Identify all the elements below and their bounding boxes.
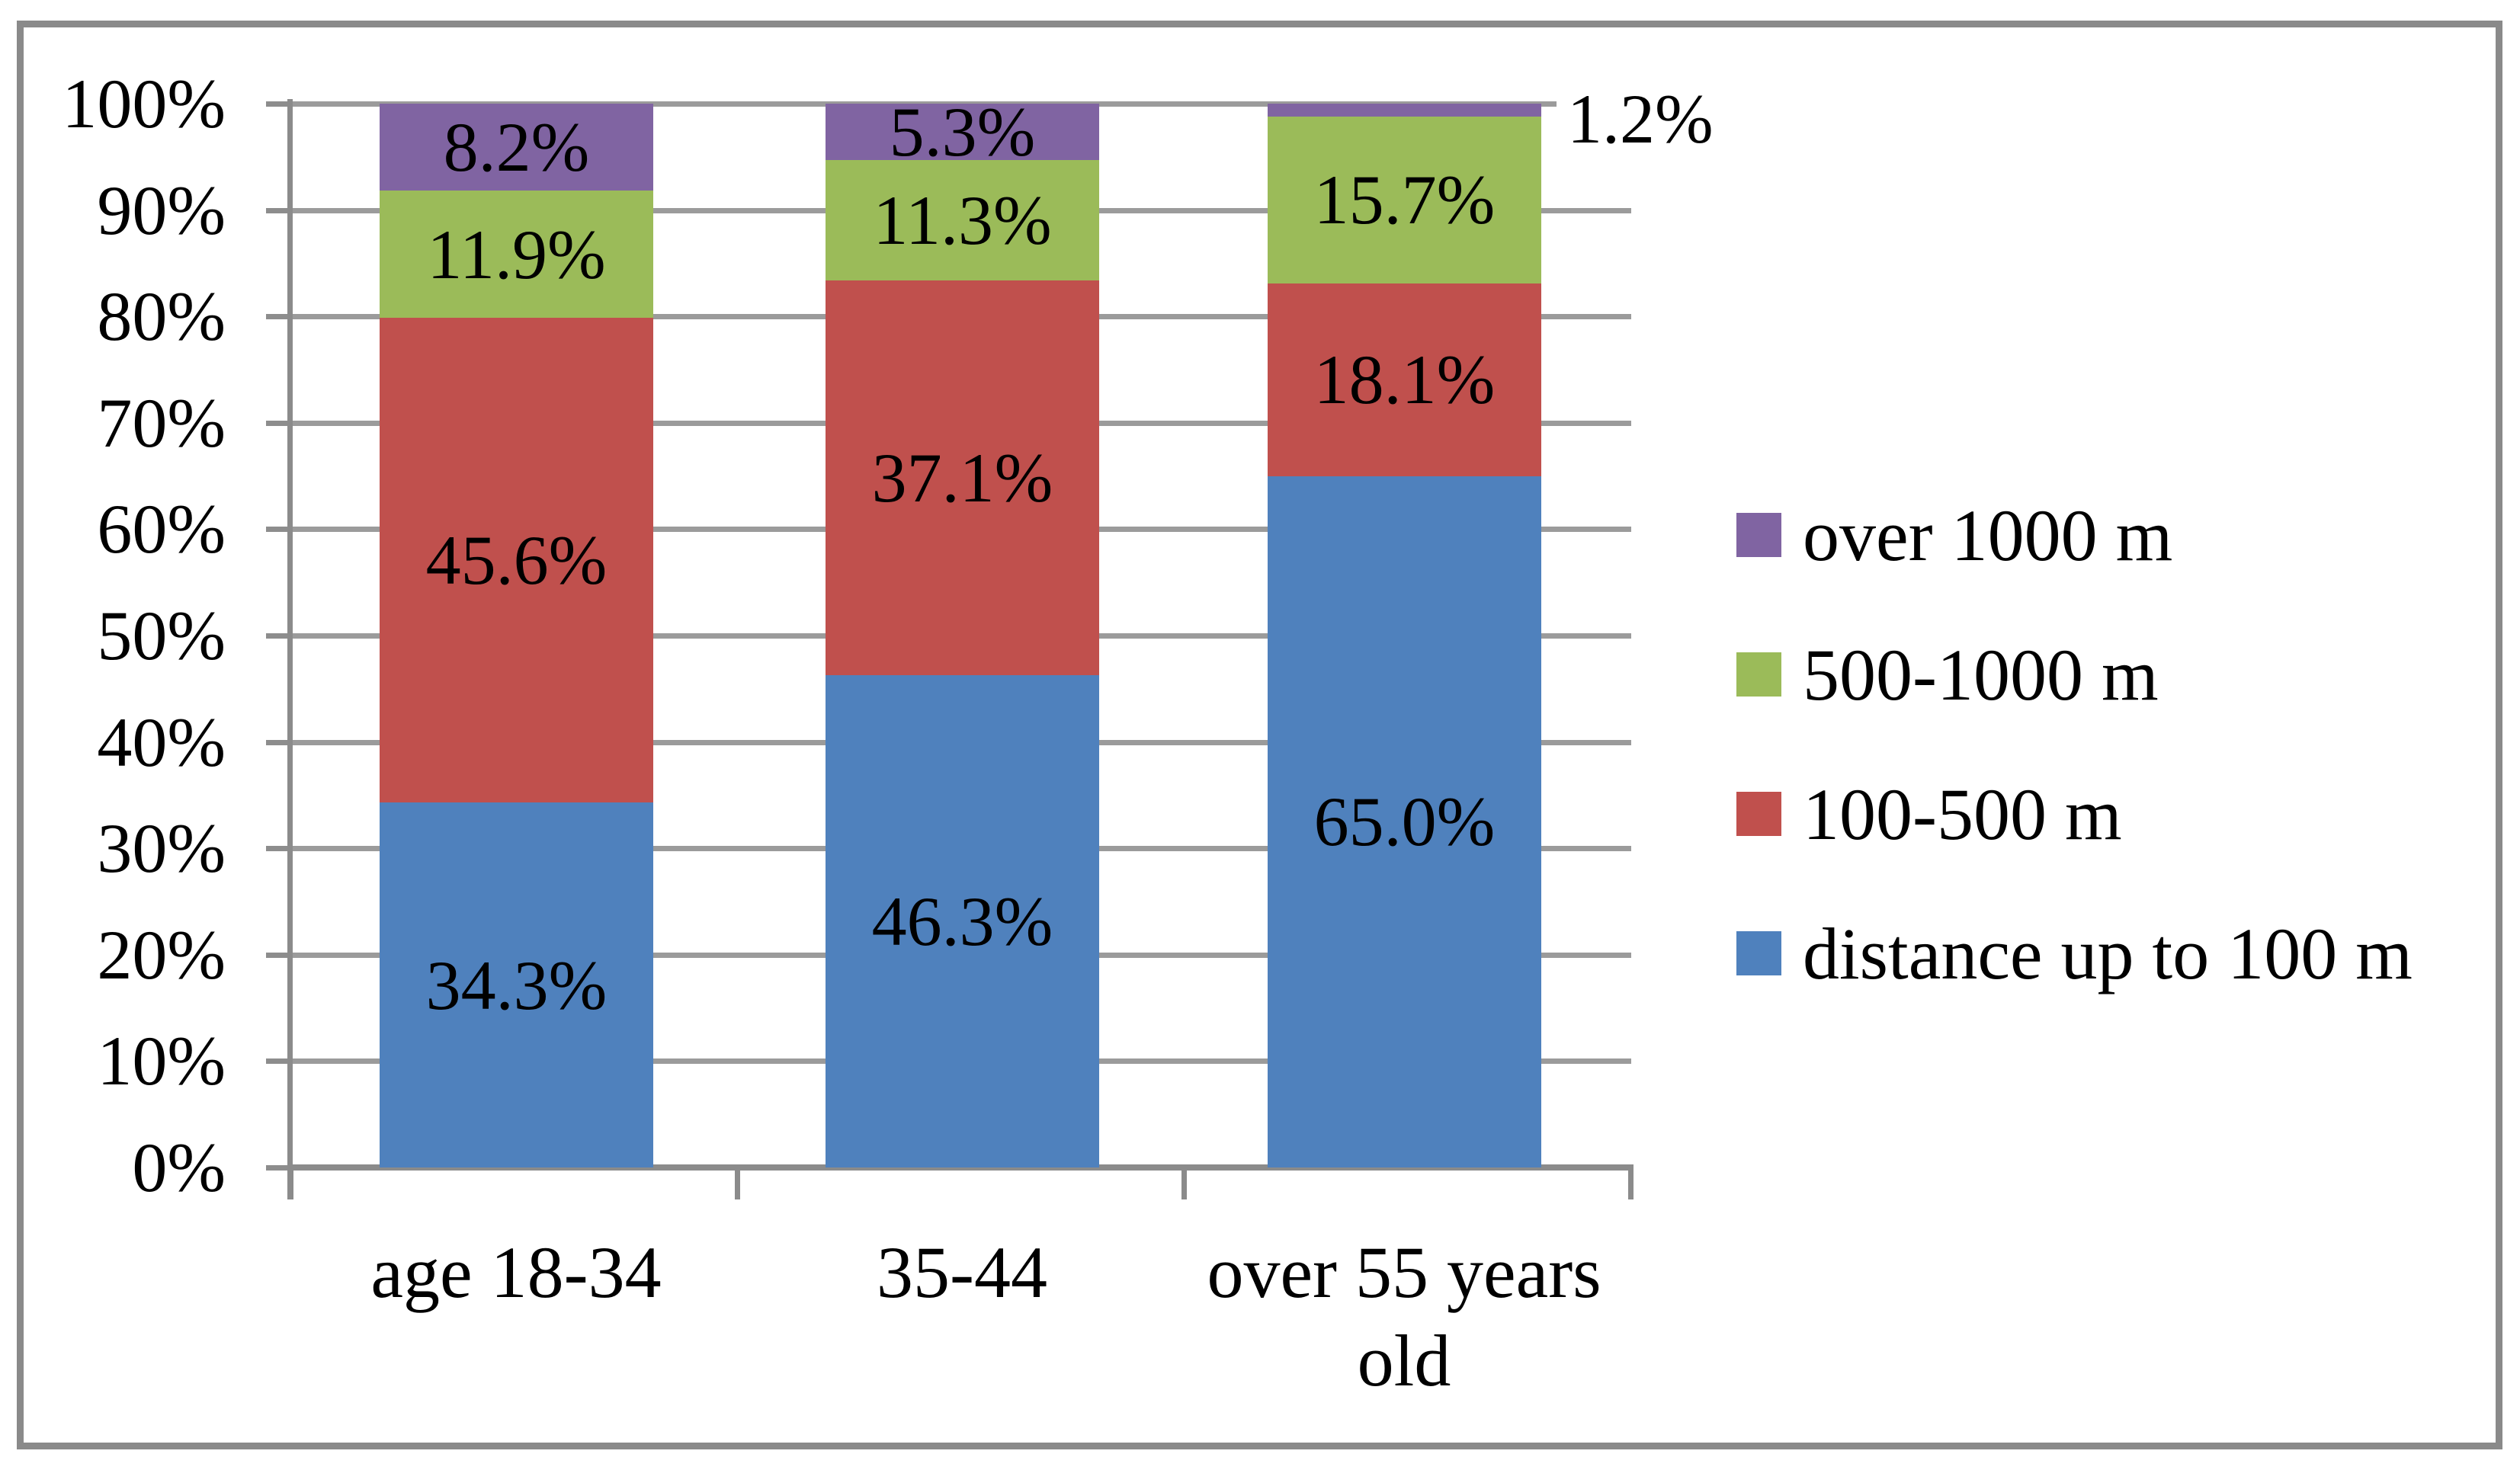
y-axis-tick-label: 60% xyxy=(97,490,226,568)
legend-item: over 1000 m xyxy=(1736,491,2172,579)
y-axis-tick-label: 50% xyxy=(97,597,226,674)
x-axis-tick xyxy=(1181,1164,1187,1199)
y-axis-tick-label: 40% xyxy=(97,703,226,781)
y-axis-tick-label: 30% xyxy=(97,809,226,888)
y-axis-tick xyxy=(266,1165,291,1171)
legend-swatch xyxy=(1736,931,1781,975)
legend-item: 500-1000 m xyxy=(1736,630,2159,719)
y-axis-tick xyxy=(266,101,291,107)
segment-distance-up-to-100-m: 46.3% xyxy=(826,674,1099,1167)
y-axis-tick xyxy=(266,207,291,213)
bar-age-18-34: 8.2% 11.9% 45.6% 34.3% xyxy=(380,104,653,1167)
y-axis-line xyxy=(287,99,293,1199)
segment-100-500-m: 37.1% xyxy=(826,280,1099,675)
legend-swatch xyxy=(1736,513,1781,557)
x-axis-tick xyxy=(288,1164,293,1199)
legend-label: over 1000 m xyxy=(1803,494,2173,576)
x-axis-tick xyxy=(1628,1164,1634,1199)
segment-100-500-m: 18.1% xyxy=(1268,283,1541,476)
data-label: 18.1% xyxy=(1313,341,1496,419)
y-axis-tick xyxy=(266,1058,291,1065)
y-axis-tick xyxy=(266,314,291,320)
data-label: 11.3% xyxy=(873,181,1052,259)
data-label: 46.3% xyxy=(871,882,1053,960)
y-axis-tick xyxy=(266,633,291,639)
data-label: 45.6% xyxy=(425,520,608,599)
y-axis-tick xyxy=(266,527,291,533)
legend-label: distance up to 100 m xyxy=(1803,912,2413,994)
data-label: 5.3% xyxy=(889,93,1036,171)
segment-over-1000-m: 8.2% xyxy=(380,104,653,191)
segment-over-1000-m: 5.3% xyxy=(826,94,1099,170)
legend-item: distance up to 100 m xyxy=(1736,909,2413,998)
y-axis-tick-label: 70% xyxy=(97,383,226,462)
bar-35-44: 5.3% 11.3% 37.1% 46.3% xyxy=(826,94,1099,1167)
data-label: 37.1% xyxy=(871,438,1053,517)
y-axis-tick-label: 100% xyxy=(62,65,226,143)
data-label: 11.9% xyxy=(427,215,606,293)
x-axis-tick xyxy=(735,1164,740,1199)
y-axis-tick-label: 20% xyxy=(97,915,226,994)
segment-distance-up-to-100-m: 65.0% xyxy=(1268,476,1541,1167)
legend-swatch xyxy=(1736,652,1781,697)
category-label: 35-44 xyxy=(877,1231,1047,1313)
segment-100-500-m: 45.6% xyxy=(380,317,653,803)
segment-500-1000-m: 15.7% xyxy=(1268,116,1541,283)
y-axis-tick xyxy=(266,846,291,852)
x-axis-line xyxy=(287,1164,1634,1171)
category-label: age 18-34 xyxy=(370,1231,662,1313)
data-label: 34.3% xyxy=(425,946,608,1024)
bar-over-55-years-old: 15.7% 18.1% 65.0% xyxy=(1268,104,1541,1167)
y-axis-tick-label: 0% xyxy=(132,1129,226,1206)
y-axis-tick xyxy=(266,420,291,426)
legend-label: 100-500 m xyxy=(1803,773,2122,855)
segment-500-1000-m: 11.9% xyxy=(380,191,653,318)
y-axis-tick-label: 80% xyxy=(97,277,226,356)
data-label: 65.0% xyxy=(1313,783,1496,861)
data-label: 8.2% xyxy=(443,108,590,187)
legend-swatch xyxy=(1736,792,1781,836)
outside-data-label: 1.2% xyxy=(1557,76,1724,162)
segment-over-1000-m xyxy=(1268,104,1541,117)
category-label: over 55 years old xyxy=(1207,1231,1601,1401)
legend-item: 100-500 m xyxy=(1736,770,2122,858)
y-axis-tick-label: 90% xyxy=(97,171,226,249)
data-label: 15.7% xyxy=(1313,161,1496,239)
y-axis-tick xyxy=(266,952,291,958)
segment-500-1000-m: 11.3% xyxy=(826,159,1099,280)
segment-distance-up-to-100-m: 34.3% xyxy=(380,802,653,1167)
legend-label: 500-1000 m xyxy=(1803,633,2159,716)
y-axis-tick xyxy=(266,739,291,745)
y-axis-tick-label: 10% xyxy=(97,1022,226,1100)
